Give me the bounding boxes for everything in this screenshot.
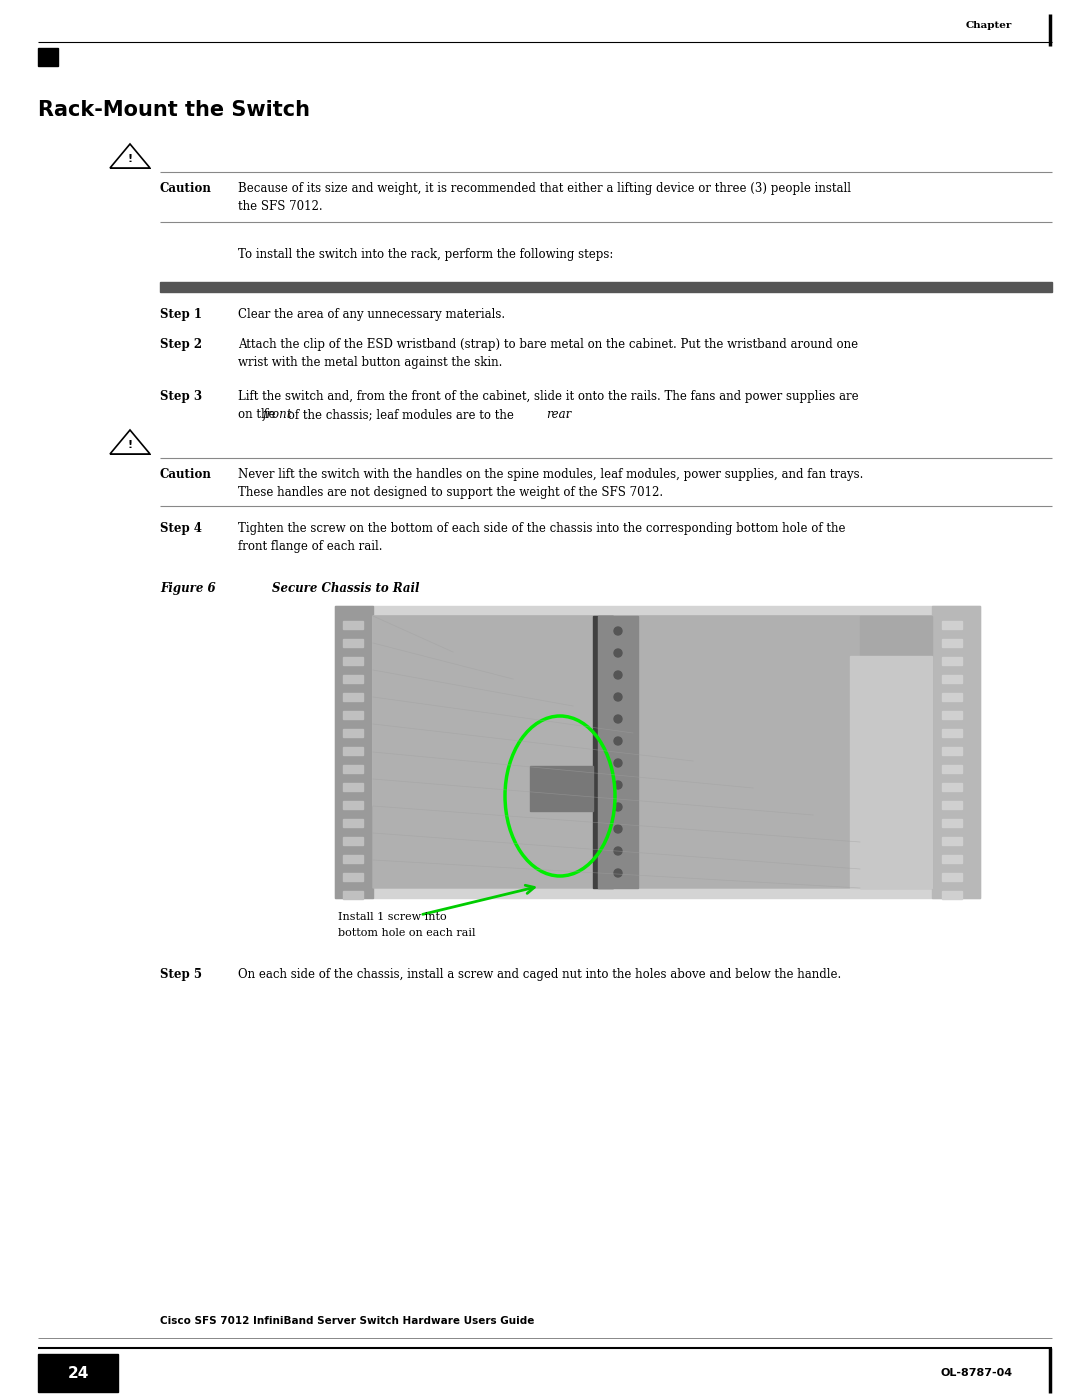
- Circle shape: [615, 869, 622, 877]
- Text: rear: rear: [546, 408, 571, 420]
- Polygon shape: [343, 891, 363, 900]
- Text: !: !: [127, 440, 133, 450]
- Text: the SFS 7012.: the SFS 7012.: [238, 200, 323, 212]
- Polygon shape: [942, 766, 962, 773]
- Polygon shape: [343, 622, 363, 629]
- Text: Install 1 screw into: Install 1 screw into: [338, 912, 447, 922]
- Text: Attach the clip of the ESD wristband (strap) to bare metal on the cabinet. Put t: Attach the clip of the ESD wristband (st…: [238, 338, 859, 351]
- Text: OL-8787-04: OL-8787-04: [941, 1368, 1013, 1377]
- Polygon shape: [942, 782, 962, 791]
- Text: Figure 6: Figure 6: [160, 583, 216, 595]
- Polygon shape: [373, 616, 932, 806]
- Polygon shape: [942, 837, 962, 845]
- Circle shape: [615, 803, 622, 812]
- Circle shape: [615, 826, 622, 833]
- Polygon shape: [850, 657, 932, 888]
- Text: Lift the switch and, from the front of the cabinet, slide it onto the rails. The: Lift the switch and, from the front of t…: [238, 390, 859, 402]
- Polygon shape: [343, 675, 363, 683]
- Circle shape: [615, 650, 622, 657]
- Text: Caution: Caution: [160, 468, 212, 481]
- Polygon shape: [942, 747, 962, 754]
- Polygon shape: [942, 873, 962, 882]
- Circle shape: [615, 738, 622, 745]
- Text: bottom hole on each rail: bottom hole on each rail: [338, 928, 475, 937]
- Circle shape: [615, 693, 622, 701]
- Polygon shape: [343, 638, 363, 647]
- Circle shape: [615, 847, 622, 855]
- Circle shape: [615, 759, 622, 767]
- Polygon shape: [860, 616, 932, 888]
- Circle shape: [615, 627, 622, 636]
- Polygon shape: [942, 891, 962, 900]
- Text: 24: 24: [67, 1365, 89, 1380]
- Polygon shape: [38, 1354, 118, 1391]
- Polygon shape: [343, 837, 363, 845]
- Text: Step 5: Step 5: [160, 968, 202, 981]
- Text: Clear the area of any unnecessary materials.: Clear the area of any unnecessary materi…: [238, 307, 505, 321]
- Text: Secure Chassis to Rail: Secure Chassis to Rail: [272, 583, 419, 595]
- Text: Step 4: Step 4: [160, 522, 202, 535]
- Polygon shape: [343, 711, 363, 719]
- Polygon shape: [942, 711, 962, 719]
- Polygon shape: [343, 800, 363, 809]
- Polygon shape: [530, 766, 593, 812]
- Text: wrist with the metal button against the skin.: wrist with the metal button against the …: [238, 356, 502, 369]
- Polygon shape: [343, 693, 363, 701]
- Text: Step 2: Step 2: [160, 338, 202, 351]
- Text: Never lift the switch with the handles on the spine modules, leaf modules, power: Never lift the switch with the handles o…: [238, 468, 863, 481]
- Polygon shape: [534, 766, 588, 806]
- Text: on the: on the: [238, 408, 280, 420]
- Text: These handles are not designed to support the weight of the SFS 7012.: These handles are not designed to suppor…: [238, 486, 663, 499]
- Polygon shape: [932, 606, 980, 898]
- Polygon shape: [343, 747, 363, 754]
- Text: .: .: [566, 408, 570, 420]
- Polygon shape: [942, 638, 962, 647]
- Polygon shape: [942, 693, 962, 701]
- Text: Step 3: Step 3: [160, 390, 202, 402]
- Polygon shape: [942, 819, 962, 827]
- Polygon shape: [942, 729, 962, 738]
- Polygon shape: [942, 855, 962, 863]
- Text: Caution: Caution: [160, 182, 212, 196]
- Text: Tighten the screw on the bottom of each side of the chassis into the correspondi: Tighten the screw on the bottom of each …: [238, 522, 846, 535]
- Text: Rack-Mount the Switch: Rack-Mount the Switch: [38, 101, 310, 120]
- Polygon shape: [593, 616, 613, 888]
- Text: front flange of each rail.: front flange of each rail.: [238, 541, 382, 553]
- Text: of the chassis; leaf modules are to the: of the chassis; leaf modules are to the: [284, 408, 517, 420]
- Polygon shape: [343, 873, 363, 882]
- Text: Chapter: Chapter: [966, 21, 1012, 31]
- Polygon shape: [335, 606, 373, 898]
- Polygon shape: [335, 606, 980, 898]
- Text: On each side of the chassis, install a screw and caged nut into the holes above : On each side of the chassis, install a s…: [238, 968, 841, 981]
- Polygon shape: [598, 616, 638, 888]
- Text: front: front: [264, 408, 293, 420]
- Text: Because of its size and weight, it is recommended that either a lifting device o: Because of its size and weight, it is re…: [238, 182, 851, 196]
- Text: Step 1: Step 1: [160, 307, 202, 321]
- Polygon shape: [942, 800, 962, 809]
- Polygon shape: [373, 616, 932, 888]
- Polygon shape: [534, 746, 588, 771]
- Polygon shape: [343, 855, 363, 863]
- Polygon shape: [38, 47, 58, 66]
- Polygon shape: [160, 282, 1052, 292]
- Polygon shape: [942, 675, 962, 683]
- Polygon shape: [343, 819, 363, 827]
- Text: Cisco SFS 7012 InfiniBand Server Switch Hardware Users Guide: Cisco SFS 7012 InfiniBand Server Switch …: [160, 1316, 535, 1326]
- Circle shape: [615, 715, 622, 724]
- Circle shape: [615, 671, 622, 679]
- Text: !: !: [127, 154, 133, 163]
- Polygon shape: [343, 657, 363, 665]
- Polygon shape: [942, 622, 962, 629]
- Polygon shape: [343, 766, 363, 773]
- Polygon shape: [343, 782, 363, 791]
- Polygon shape: [343, 729, 363, 738]
- Text: To install the switch into the rack, perform the following steps:: To install the switch into the rack, per…: [238, 249, 613, 261]
- Polygon shape: [942, 657, 962, 665]
- Circle shape: [615, 781, 622, 789]
